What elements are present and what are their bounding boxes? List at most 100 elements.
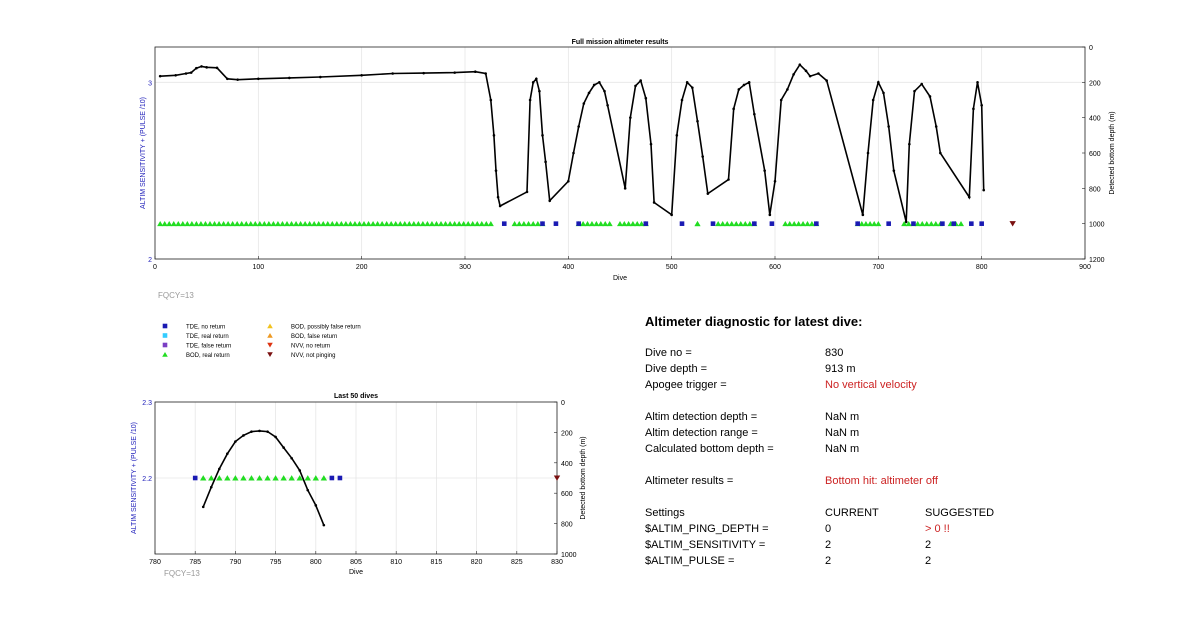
bod-real-return-marker (617, 220, 623, 227)
depth-point (322, 523, 326, 527)
depth-point (234, 440, 237, 443)
settings-header-current: CURRENT (825, 507, 879, 519)
depth-point (189, 71, 193, 74)
bod-real-return-marker (438, 220, 445, 227)
last-y-right-ticks: 0 200 400 600 800 1000 (554, 400, 577, 559)
bod-real-return-marker (383, 220, 390, 227)
depth-point (792, 73, 795, 76)
depth-point (706, 192, 710, 195)
last-y-left-ticks: 2.2 2.3 (142, 400, 152, 483)
legend-label: BOD, possibly false return (291, 325, 361, 331)
bod-real-return-marker (415, 220, 422, 227)
main-plot-frame (154, 46, 1086, 260)
depth-point (587, 91, 591, 95)
bod-real-return-marker (338, 220, 345, 227)
tde-no-return-marker (979, 221, 984, 226)
bod-real-return-marker (737, 220, 744, 227)
depth-point (779, 98, 783, 102)
legend-square-icon (162, 342, 168, 348)
x-tick-label: 785 (189, 559, 201, 566)
x-tick-label: 100 (252, 264, 264, 271)
last-markers (192, 475, 561, 481)
bod-real-return-marker (525, 220, 532, 227)
bod-real-return-marker (782, 220, 789, 227)
x-tick-label: 825 (511, 559, 523, 566)
tde-no-return-marker (911, 221, 916, 226)
depth-point (257, 77, 260, 81)
setting-pulse-suggested: 2 (925, 555, 932, 567)
depth-point (548, 199, 552, 202)
legend-square-icon (162, 333, 168, 338)
depth-point (727, 178, 730, 181)
depth-point (314, 504, 318, 507)
tde-no-return-marker (643, 221, 649, 226)
depth-point (184, 72, 188, 75)
depth-point (696, 119, 699, 123)
y-left-tick-label: 2 (148, 257, 152, 264)
depth-point (825, 79, 828, 82)
bod-real-return-marker (791, 220, 798, 227)
bod-real-return-marker (370, 220, 377, 227)
bod-real-return-marker (161, 220, 168, 227)
depth-point (538, 89, 541, 93)
depth-point (226, 452, 229, 455)
depth-point (980, 104, 983, 107)
bod-real-return-marker (320, 475, 328, 481)
bod-real-return-marker (197, 220, 204, 227)
legend-label: TDE, false return (186, 344, 231, 350)
bod-real-return-marker (433, 220, 440, 227)
bod-real-return-marker (638, 220, 645, 227)
x-tick-label: 900 (1079, 264, 1091, 271)
bod-real-return-marker (424, 220, 431, 227)
depth-point (808, 74, 812, 78)
bod-real-return-marker (593, 220, 600, 227)
legend-label: TDE, real return (186, 334, 229, 340)
depth-point (768, 213, 772, 217)
altimeter-results-label: Altimeter results = (645, 475, 734, 487)
bod-real-return-marker (516, 220, 523, 227)
depth-point (629, 116, 632, 119)
bod-real-return-marker (625, 220, 632, 227)
bod-real-return-marker (302, 220, 309, 227)
last-depth-points (201, 429, 326, 527)
depth-point (319, 75, 322, 79)
bod-real-return-marker (932, 220, 939, 227)
bod-real-return-marker (166, 220, 173, 227)
main-y-right-ticks: 0 200 400 600 800 1000 1200 (1082, 45, 1105, 264)
depth-point (298, 469, 302, 472)
depth-point (972, 107, 975, 111)
settings-header-suggested: SUGGESTED (925, 507, 995, 519)
depth-point (634, 84, 637, 88)
bod-real-return-marker (419, 220, 426, 227)
bod-real-return-marker (388, 220, 395, 227)
depth-point (290, 456, 293, 460)
x-tick-label: 500 (666, 264, 678, 271)
last-depth-line (202, 430, 325, 526)
bod-real-return-marker (401, 220, 408, 227)
legend-label: NVV, not pinging (291, 353, 335, 359)
x-tick-label: 820 (471, 559, 483, 566)
x-tick-label: 700 (872, 264, 884, 271)
depth-point (258, 429, 261, 433)
bod-real-return-marker (410, 220, 417, 227)
tde-no-return-marker (540, 221, 545, 226)
depth-point (913, 89, 916, 93)
depth-point (174, 73, 177, 77)
depth-point (763, 169, 766, 172)
bod-real-return-marker (742, 220, 749, 227)
depth-point (496, 195, 500, 199)
bod-real-return-marker (447, 220, 454, 227)
tde-no-return-marker (752, 221, 757, 226)
main-grid (154, 47, 1086, 260)
depth-point (680, 98, 684, 102)
x-tick-label: 790 (230, 559, 242, 566)
diagnostic-title: Altimeter diagnostic for latest dive: (645, 314, 863, 329)
main-y-left-ticks: 23 (148, 80, 152, 264)
last-ylabel-left: ALTIM SENSITIVITY + (PULSE /10) (131, 422, 138, 534)
depth-point (236, 78, 239, 81)
bod-real-return-marker (175, 220, 182, 227)
tde-no-return-marker (192, 475, 198, 481)
y-right-tick-label: 600 (1089, 151, 1101, 158)
depth-point (528, 98, 532, 102)
setting-pulse-current: 2 (825, 555, 832, 567)
